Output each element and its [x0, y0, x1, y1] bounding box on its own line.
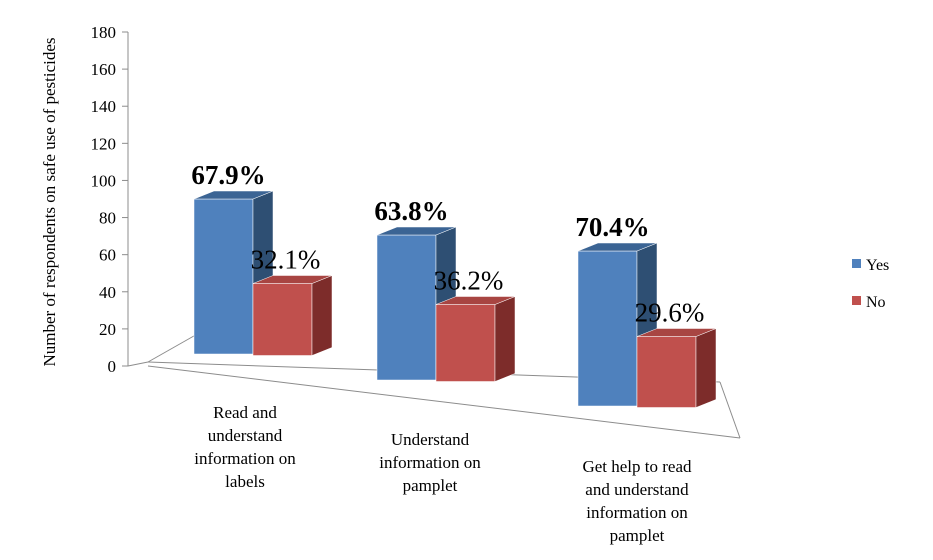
bar-yes-top — [376, 226, 457, 236]
y-tick-label: 20 — [99, 320, 116, 339]
category-label-line: understand — [208, 426, 283, 445]
legend-swatch-yes — [852, 259, 861, 268]
category-label: Understand information on pamplet — [379, 430, 481, 495]
floor-right-edge — [719, 381, 741, 439]
depth-edge-left — [127, 361, 149, 367]
category-label-line: Read and — [213, 403, 277, 422]
y-tick-label: 60 — [99, 246, 116, 265]
y-tick-label: 100 — [91, 171, 117, 190]
category-label: Read and understand information on labels — [194, 403, 296, 491]
y-tick-label: 160 — [91, 60, 117, 79]
bar-yes-front — [577, 250, 638, 407]
data-label-yes: 67.9% — [191, 160, 265, 190]
bar-yes-front — [193, 198, 254, 355]
legend: Yes No — [852, 257, 889, 311]
data-label-no: 36.2% — [434, 266, 504, 296]
bar-no-side — [494, 296, 516, 382]
data-label-no: 29.6% — [635, 298, 705, 328]
bar-yes-front — [376, 234, 437, 381]
category-label-line: information on — [194, 449, 296, 468]
y-tick-label: 80 — [99, 209, 116, 228]
category-label-line: Understand — [391, 430, 470, 449]
y-tick-label: 140 — [91, 97, 117, 116]
bar-yes-top — [577, 242, 658, 252]
category-label-line: pamplet — [610, 526, 665, 545]
data-labels: 67.9% 63.8% 70.4% 32.1% 36.2% 29.6% — [191, 160, 704, 328]
category-label-line: Get help to read — [582, 457, 692, 476]
data-label-yes: 63.8% — [374, 196, 448, 226]
legend-label-yes: Yes — [866, 257, 889, 274]
data-label-yes: 70.4% — [575, 212, 649, 242]
y-tick-label: 180 — [91, 23, 117, 42]
bar-no-side — [695, 328, 717, 408]
legend-label-no: No — [866, 294, 886, 311]
category-label: Get help to read and understand informatio… — [582, 457, 692, 545]
legend-swatch-no — [852, 296, 861, 305]
category-label-line: and understand — [585, 480, 689, 499]
y-tick-label: 40 — [99, 283, 116, 302]
y-tick-label: 120 — [91, 134, 117, 153]
bar-no-front — [435, 304, 496, 382]
bar-yes-top — [193, 190, 274, 200]
bars — [193, 190, 717, 408]
y-tick-label: 0 — [108, 357, 117, 376]
data-label-no: 32.1% — [251, 245, 321, 275]
y-axis-ticks: 0 20 40 60 80 100 120 140 160 180 — [91, 23, 128, 376]
bar-no-side — [311, 275, 333, 356]
bar-no-front — [252, 283, 313, 356]
y-axis-title: Number of respondents on safe use of pes… — [40, 37, 59, 366]
category-label-line: information on — [586, 503, 688, 522]
bar-no-top — [636, 328, 717, 337]
category-labels: Read and understand information on labels Un… — [194, 403, 692, 545]
bar-no-front — [636, 336, 697, 408]
bar-no-top — [252, 275, 333, 284]
category-label-line: labels — [225, 472, 265, 491]
bar-no-top — [435, 296, 516, 305]
category-label-line: pamplet — [403, 476, 458, 495]
x-axis-line — [147, 365, 741, 439]
category-label-line: information on — [379, 453, 481, 472]
